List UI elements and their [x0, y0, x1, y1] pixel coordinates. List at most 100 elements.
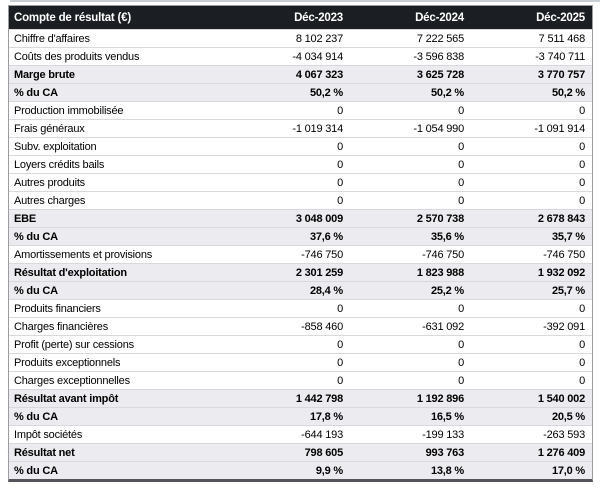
- table-title: Compte de résultat (€): [14, 11, 132, 24]
- row-label: % du CA: [14, 230, 58, 243]
- row-value: -1 054 990: [413, 122, 464, 135]
- row-label: Produits exceptionnels: [14, 356, 121, 369]
- row-value: 17,8 %: [309, 410, 343, 423]
- row-value: 25,2 %: [430, 284, 464, 297]
- row-label: Résultat avant impôt: [14, 392, 119, 405]
- row-value: 16,5 %: [430, 410, 464, 423]
- row-label: Autres charges: [14, 194, 86, 207]
- row-label: % du CA: [14, 86, 58, 99]
- row-value: -746 750: [301, 248, 343, 261]
- row-value: 3 048 009: [295, 212, 343, 225]
- row-value: 1 932 092: [537, 266, 585, 279]
- table-row: Charges exceptionnelles 0 0 0: [9, 371, 592, 389]
- row-value: 4 067 323: [295, 68, 343, 81]
- table-row: % du CA 9,9 % 13,8 % 17,0 %: [9, 461, 592, 479]
- row-value: 0: [579, 158, 585, 171]
- row-label: Impôt sociétés: [14, 428, 83, 441]
- row-value: 37,6 %: [309, 230, 343, 243]
- row-value: 0: [337, 374, 343, 387]
- row-value: 1 823 988: [416, 266, 464, 279]
- table-row: Charges financières -858 460 -631 092 -392 …: [9, 317, 592, 335]
- table-row: Autres produits 0 0 0: [9, 173, 592, 191]
- row-value: 13,8 %: [430, 464, 464, 477]
- row-value: 2 570 738: [416, 212, 464, 225]
- row-value: 0: [337, 194, 343, 207]
- row-label: Amortissements et provisions: [14, 248, 153, 261]
- table-row: Frais généraux -1 019 314 -1 054 990 -1 091…: [9, 119, 592, 137]
- row-value: 0: [337, 158, 343, 171]
- row-value: 1 540 002: [537, 392, 585, 405]
- row-label: % du CA: [14, 284, 58, 297]
- table-row: Résultat d'exploitation 2 301 259 1 823 98…: [9, 263, 592, 281]
- row-value: 35,7 %: [551, 230, 585, 243]
- row-value: 0: [337, 176, 343, 189]
- row-value: 50,2 %: [551, 86, 585, 99]
- row-value: 1 192 896: [416, 392, 464, 405]
- table-row: Résultat net 798 605 993 763 1 276 409: [9, 443, 592, 461]
- row-value: 9,9 %: [315, 464, 343, 477]
- row-label: Loyers crédits bails: [14, 158, 105, 171]
- row-value: 993 763: [425, 446, 465, 459]
- table-row: Coûts des produits vendus -4 034 914 -3 59…: [9, 47, 592, 65]
- row-label: Charges exceptionnelles: [14, 374, 130, 387]
- row-value: 3 625 728: [416, 68, 464, 81]
- row-value: 50,2 %: [309, 86, 343, 99]
- row-value: -631 092: [422, 320, 464, 333]
- table-row: Résultat avant impôt 1 442 798 1 192 896 1 …: [9, 389, 592, 407]
- table-row: % du CA 37,6 % 35,6 % 35,7 %: [9, 227, 592, 245]
- row-value: -1 019 314: [292, 122, 343, 135]
- row-value: 20,5 %: [551, 410, 585, 423]
- row-label: Chiffre d'affaires: [14, 32, 90, 45]
- column-header-dec-2023: Déc-2023: [294, 11, 343, 24]
- row-value: 2 301 259: [295, 266, 343, 279]
- row-value: 17,0 %: [551, 464, 585, 477]
- row-value: -263 593: [543, 428, 585, 441]
- row-value: 28,4 %: [309, 284, 343, 297]
- row-value: 0: [337, 338, 343, 351]
- row-value: 0: [337, 356, 343, 369]
- row-value: 0: [458, 338, 464, 351]
- row-value: 0: [579, 356, 585, 369]
- row-value: 7 511 468: [538, 32, 586, 45]
- table-row: Produits financiers 0 0 0: [9, 299, 592, 317]
- row-value: 0: [458, 374, 464, 387]
- row-value: 1 276 409: [537, 446, 585, 459]
- table-row: Production immobilisée 0 0 0: [9, 101, 592, 119]
- row-value: 0: [458, 356, 464, 369]
- row-value: -199 133: [422, 428, 464, 441]
- row-label: Production immobilisée: [14, 104, 124, 117]
- row-value: 0: [458, 176, 464, 189]
- row-value: 0: [337, 104, 343, 117]
- table-row: % du CA 50,2 % 50,2 % 50,2 %: [9, 83, 592, 101]
- income-statement-table: Compte de résultat (€) Déc-2023 Déc-2024…: [8, 5, 593, 482]
- row-value: -1 091 914: [534, 122, 585, 135]
- top-edge-divider: [10, 0, 600, 2]
- table-row: EBE 3 048 009 2 570 738 2 678 843: [9, 209, 592, 227]
- row-value: 798 605: [304, 446, 344, 459]
- row-label: Coûts des produits vendus: [14, 50, 140, 63]
- row-value: 50,2 %: [430, 86, 464, 99]
- row-label: Résultat d'exploitation: [14, 266, 127, 279]
- table-row: Marge brute 4 067 323 3 625 728 3 770 757: [9, 65, 592, 83]
- row-value: 35,6 %: [430, 230, 464, 243]
- row-value: 0: [579, 302, 585, 315]
- row-label: Profit (perte) sur cessions: [14, 338, 134, 351]
- row-value: 0: [337, 302, 343, 315]
- table-row: Amortissements et provisions -746 750 -746…: [9, 245, 592, 263]
- table-row: Produits exceptionnels 0 0 0: [9, 353, 592, 371]
- row-label: % du CA: [14, 410, 58, 423]
- table-row: % du CA 28,4 % 25,2 % 25,7 %: [9, 281, 592, 299]
- row-value: 0: [579, 338, 585, 351]
- table-body: Chiffre d'affaires 8 102 237 7 222 565 7 51…: [9, 29, 592, 479]
- row-value: -746 750: [543, 248, 585, 261]
- column-header-dec-2024: Déc-2024: [415, 11, 464, 24]
- row-value: 25,7 %: [551, 284, 585, 297]
- row-value: 7 222 565: [416, 32, 464, 45]
- row-value: -746 750: [422, 248, 464, 261]
- row-label: Produits financiers: [14, 302, 101, 315]
- table-row: % du CA 17,8 % 16,5 % 20,5 %: [9, 407, 592, 425]
- row-label: % du CA: [14, 464, 58, 477]
- row-value: 3 770 757: [537, 68, 585, 81]
- row-value: -3 740 711: [535, 50, 585, 63]
- row-label: Autres produits: [14, 176, 85, 189]
